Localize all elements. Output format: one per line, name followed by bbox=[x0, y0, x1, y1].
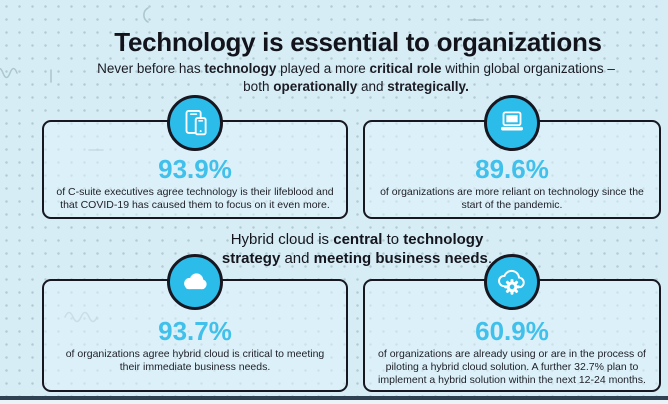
heading-text: . bbox=[487, 249, 493, 267]
heading-bold: technology bbox=[403, 231, 484, 248]
subtitle-bold: strategically bbox=[387, 78, 466, 94]
heading-bold: central bbox=[333, 231, 383, 248]
laptop-icon bbox=[484, 95, 540, 151]
heading-text: Hybrid cloud is bbox=[230, 231, 334, 248]
subtitle-text: Never before has bbox=[97, 61, 205, 76]
stat-card-hybrid-critical: 93.7% of organizations agree hybrid clou… bbox=[42, 254, 348, 392]
subtitle-text: and bbox=[357, 78, 388, 94]
stat-card-tech-reliance: 89.6% of organizations are more reliant … bbox=[363, 95, 661, 219]
heading-bold: meeting business needs bbox=[313, 249, 488, 267]
stat-card-csuite-tech: 93.9% of C-suite executives agree techno… bbox=[42, 95, 348, 219]
bottom-border-line bbox=[0, 396, 668, 400]
page-subtitle: Never before has technology played a mor… bbox=[0, 60, 668, 96]
cloud-icon-glyph bbox=[184, 273, 207, 290]
heading-text: to bbox=[382, 231, 404, 248]
stat-value: 93.9% bbox=[158, 154, 232, 184]
page-title: Technology is essential to organizations bbox=[114, 27, 602, 57]
stat-description: of organizations agree hybrid cloud is c… bbox=[65, 348, 325, 374]
subtitle-bold: . bbox=[465, 78, 469, 94]
subtitle-text: played a more bbox=[276, 61, 370, 76]
stat-description: of C-suite executives agree technology i… bbox=[56, 186, 334, 212]
stat-description: of organizations are more reliant on tec… bbox=[380, 186, 644, 212]
cloud-icon bbox=[167, 254, 223, 310]
subtitle-text: within global organizations – bbox=[441, 61, 615, 76]
stat-value: 89.6% bbox=[475, 154, 549, 184]
subtitle-text: both bbox=[243, 78, 274, 94]
bottom-strip bbox=[0, 400, 668, 404]
cloud-gear-icon bbox=[484, 254, 540, 310]
devices-icon bbox=[167, 95, 223, 151]
decoration-dash bbox=[468, 19, 484, 21]
laptop-icon-glyph bbox=[501, 111, 523, 131]
stat-value: 93.7% bbox=[158, 316, 232, 346]
subtitle-bold: technology bbox=[204, 61, 277, 76]
heading-text: and bbox=[280, 249, 314, 267]
stat-description: of organizations are already using or ar… bbox=[378, 348, 646, 387]
decoration-arc bbox=[143, 7, 149, 23]
heading-bold: strategy bbox=[221, 249, 281, 267]
subtitle-bold: operationally bbox=[273, 78, 358, 94]
stat-card-hybrid-adoption: 60.9% of organizations are already using… bbox=[363, 254, 661, 392]
devices-icon-glyph bbox=[185, 110, 207, 136]
hybrid-cloud-heading: Hybrid cloud is central to technology str… bbox=[0, 231, 668, 269]
stat-value: 60.9% bbox=[475, 316, 549, 346]
subtitle-bold: critical role bbox=[369, 61, 442, 76]
cloud-gear-icon-glyph bbox=[498, 269, 525, 295]
